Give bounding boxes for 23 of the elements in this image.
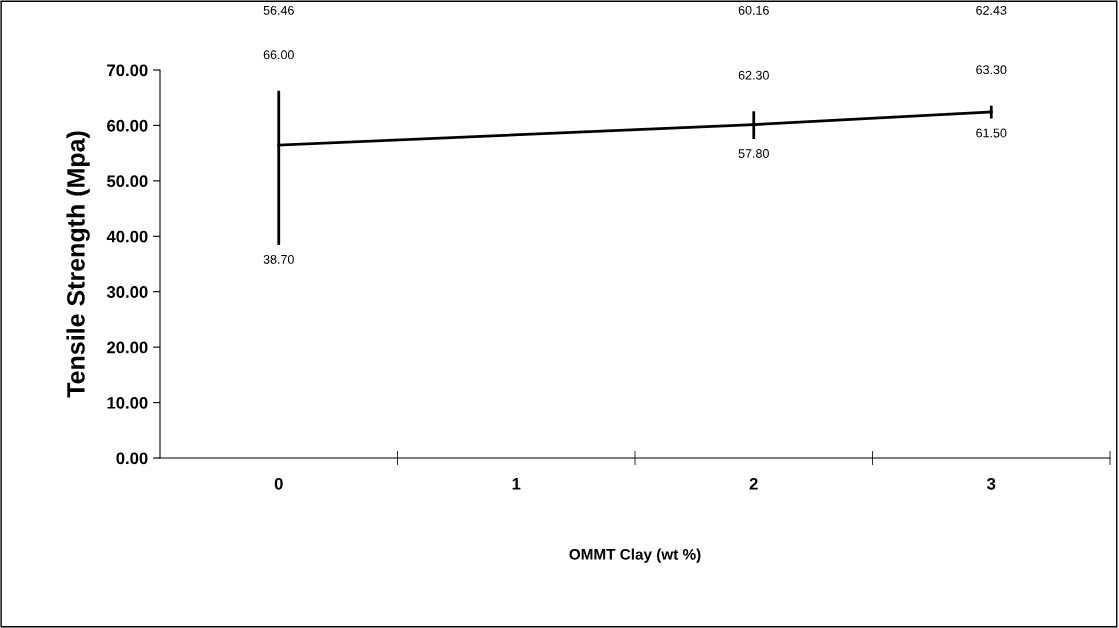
text: 56.46 [263,5,294,15]
annotation: 66.00 [263,50,294,60]
y-tick-label: 70.00 [107,64,148,77]
y-tick-label: 40.00 [106,230,148,243]
y-tick-label: 10.00 [107,396,148,409]
text: 62.43 [976,5,1007,15]
y-tick-label: 30.00 [106,286,148,298]
x-axis-title: OMMT Clay (wt %) [569,548,701,563]
x-tick-label: 1 [512,478,521,490]
y-tick-label: 20.00 [107,341,148,354]
y-tick-label: 60.00 [107,119,148,132]
annotation: 63.30 [976,65,1007,75]
annotation: 62.30 [738,70,769,80]
annotation: 38.70 [263,254,294,264]
x-tick-label: 3 [987,477,996,490]
annotation: 61.50 [976,128,1007,138]
y-tick-label: 50.00 [107,175,148,188]
x-tick-label: 0 [274,477,283,490]
y-tick-label: 0.00 [116,452,148,465]
x-tick-label: 2 [749,477,758,490]
y-axis-title: Tensile Strength (Mpa) [66,131,90,398]
annotation: 57.80 [738,149,769,158]
text: 60.16 [738,5,769,15]
